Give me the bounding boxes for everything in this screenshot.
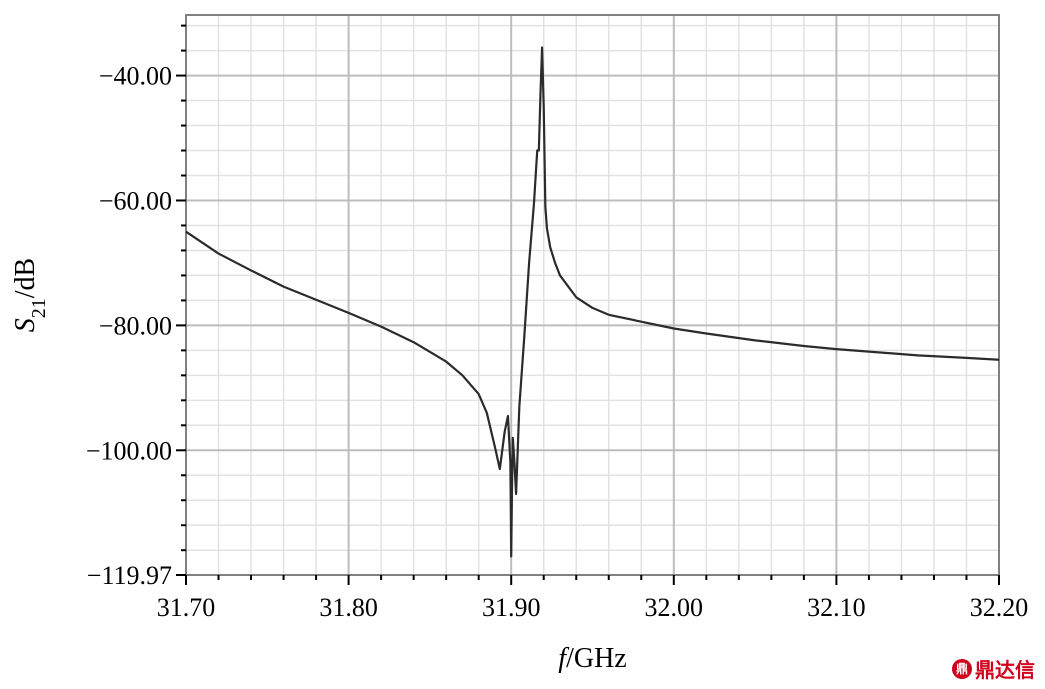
y-tick-label: −40.00: [99, 62, 172, 91]
x-tick-label: 32.00: [645, 593, 704, 622]
y-tick-labels: −40.00 −60.00 −80.00 −100.00 −119.97: [86, 62, 172, 590]
y-tick-label: −100.00: [86, 436, 172, 465]
series-layer: [185, 46, 1000, 558]
major-grid: [185, 15, 1000, 575]
x-tick-label: 31.70: [157, 593, 216, 622]
x-tick-label: 31.90: [482, 593, 541, 622]
x-tick-label: 31.80: [319, 593, 378, 622]
x-tick-labels: 31.70 31.80 31.90 32.00 32.10 32.20: [157, 593, 1029, 622]
y-axis-title-subscript: 21: [28, 298, 50, 318]
x-axis-title-symbol: f: [558, 643, 569, 674]
axis-ticks: [176, 24, 1000, 585]
y-tick-label: −60.00: [99, 186, 172, 215]
s21-series-line: [185, 46, 1000, 558]
watermark: 鼎 鼎达信: [952, 654, 1035, 683]
x-tick-label: 32.20: [970, 593, 1029, 622]
x-axis-title-unit: /GHz: [566, 643, 627, 674]
y-axis-title: S21/dB: [10, 258, 50, 332]
x-tick-label: 32.10: [807, 593, 866, 622]
watermark-text: 鼎达信: [975, 658, 1035, 682]
y-tick-label: −80.00: [99, 311, 172, 340]
plot-frame: [185, 14, 1000, 576]
y-axis-title-symbol: S: [10, 318, 41, 332]
minor-grid: [186, 15, 999, 575]
watermark-logo-icon: 鼎: [952, 658, 972, 679]
y-tick-label: −119.97: [87, 561, 172, 590]
x-axis-title: f/GHz: [558, 643, 626, 674]
y-axis-title-unit: /dB: [10, 258, 41, 298]
